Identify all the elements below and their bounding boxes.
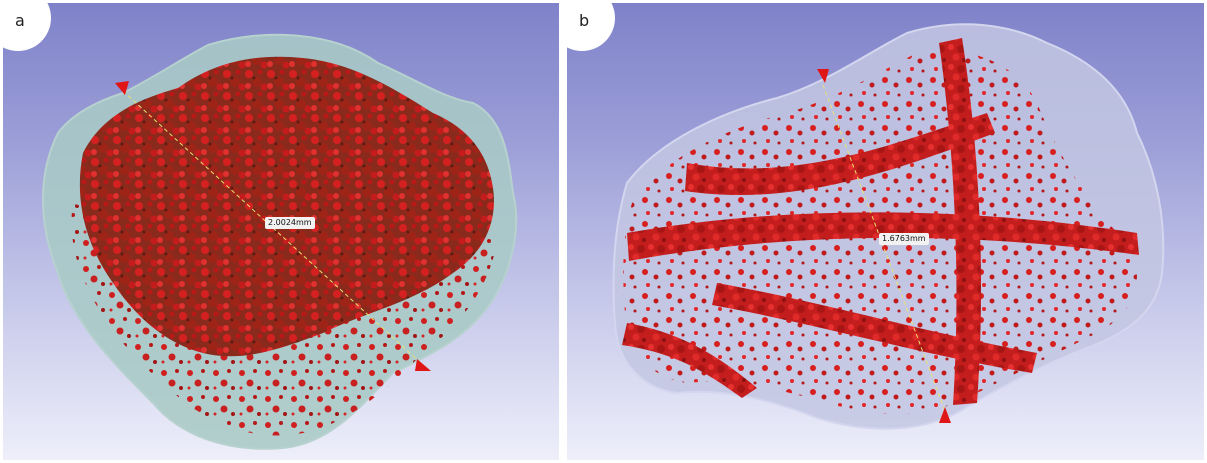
measurement-line-b [822, 84, 946, 412]
red-core-a [79, 56, 494, 357]
lattice-band-upper-b [685, 113, 995, 196]
lattice-band-vertical-b [939, 38, 982, 405]
measurement-label-b: 1.6763mm [879, 233, 929, 245]
panel-badge-b: b [567, 3, 615, 51]
marker-cone-bottom-b [939, 407, 951, 423]
lattice-band-lower-b [712, 283, 1037, 373]
measurement-label-a: 2.0024mm [265, 217, 315, 229]
specimen-render-b [612, 23, 1165, 430]
marker-cone-top-a [115, 81, 129, 95]
panel-a-render-view: 2.0024mm a [3, 3, 559, 460]
lattice-band-left-b [622, 323, 757, 398]
marker-cone-top-b [817, 69, 829, 83]
panel-label-b: b [579, 11, 590, 30]
marker-cone-bottom-a [415, 359, 431, 371]
panel-b-render-view: 1.6763mm b [567, 3, 1204, 460]
panel-label-a: a [15, 11, 25, 30]
specimen-render-a [42, 33, 518, 450]
